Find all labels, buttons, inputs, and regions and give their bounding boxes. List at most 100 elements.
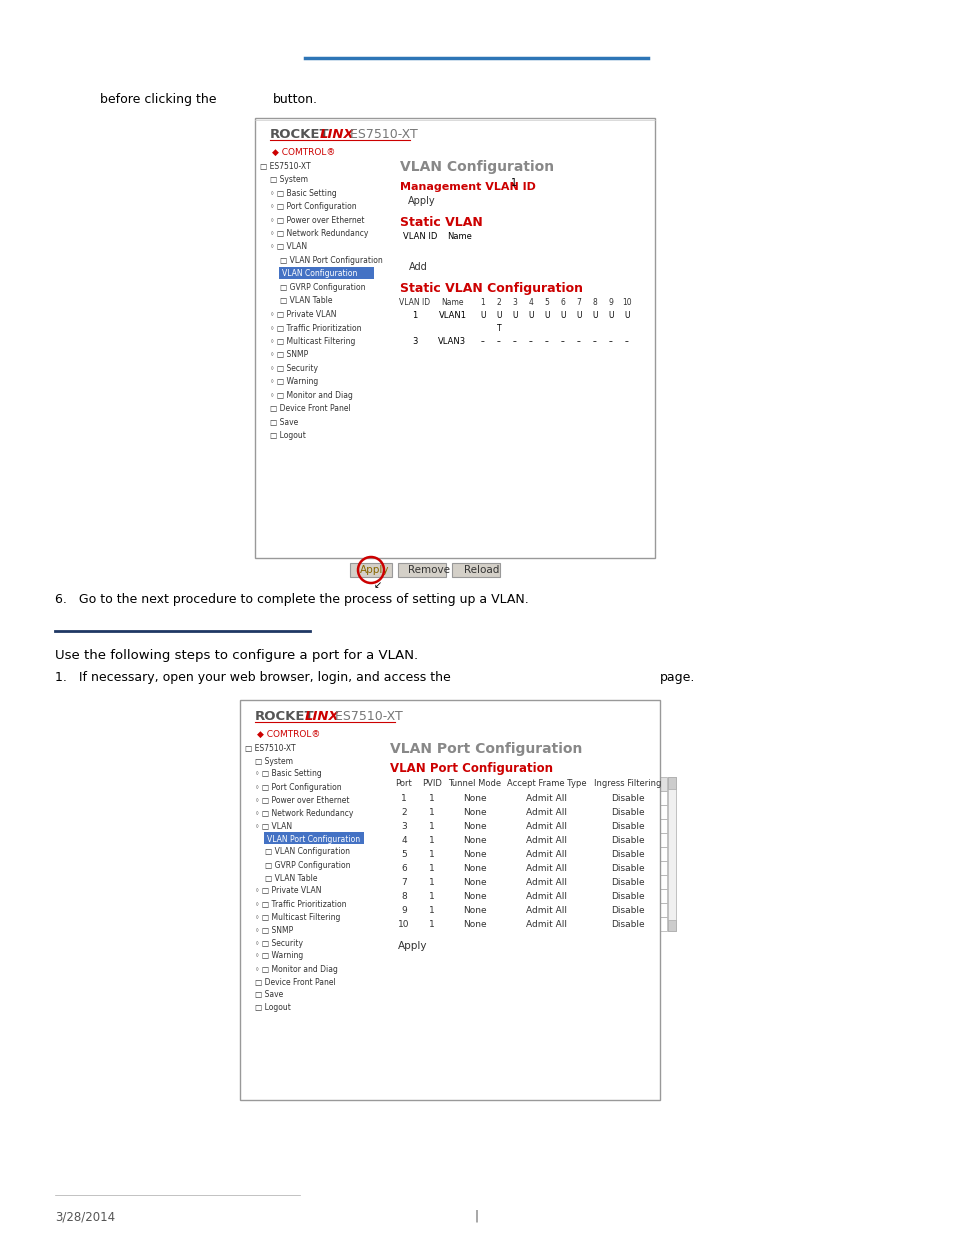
Text: ROCKET: ROCKET [270,128,330,141]
Bar [475,296,491,309]
Text: 6: 6 [400,864,406,873]
Bar [417,777,446,790]
Text: □ VLAN Port Configuration: □ VLAN Port Configuration [280,256,382,266]
Text: □ Logout: □ Logout [270,431,306,441]
Text: □ GVRP Configuration: □ GVRP Configuration [265,861,350,869]
Text: –: – [593,324,597,333]
Bar [446,819,503,832]
Text: Remove: Remove [408,564,450,576]
Text: 1: 1 [429,878,435,887]
Bar [390,777,417,790]
Text: 4: 4 [528,298,533,308]
Text: Management VLAN ID: Management VLAN ID [399,182,536,191]
Text: U: U [559,311,565,320]
Bar [278,267,374,279]
Text: 1: 1 [511,178,517,188]
Bar [254,119,655,558]
Text: button.: button. [273,93,317,106]
Bar [555,296,571,309]
Text: 8: 8 [592,298,597,308]
Bar [667,920,676,931]
Text: Admit All: Admit All [525,836,566,845]
Text: ◦ □ Private VLAN: ◦ □ Private VLAN [254,887,321,895]
Bar [588,903,666,918]
Text: U: U [479,324,485,333]
Text: Apply: Apply [408,196,436,206]
Text: ◦ □ Traffic Prioritization: ◦ □ Traffic Prioritization [270,324,361,332]
Text: Disable: Disable [611,878,644,887]
Bar [399,230,441,242]
Text: Admit All: Admit All [525,864,566,873]
Bar [417,805,446,819]
Text: U: U [576,311,581,320]
Bar [446,847,503,861]
Text: VLAN ID: VLAN ID [402,232,436,241]
Text: 5: 5 [544,298,549,308]
Text: ◦ □ Power over Ethernet: ◦ □ Power over Ethernet [270,215,364,225]
Bar [491,309,506,322]
Bar [390,819,417,832]
Text: □ ES7510-XT: □ ES7510-XT [245,743,295,752]
Text: –: – [529,324,533,333]
Bar [538,309,555,322]
Text: Admit All: Admit All [525,906,566,915]
Text: ◦ □ SNMP: ◦ □ SNMP [270,351,308,359]
Text: LINX: LINX [319,128,355,141]
Bar [588,847,666,861]
Text: Tunnel Mode: Tunnel Mode [448,779,501,788]
Text: 3: 3 [512,298,517,308]
Bar [588,819,666,832]
Bar [571,296,586,309]
Bar [390,876,417,889]
Text: page.: page. [659,671,695,684]
Bar [240,700,659,1100]
Text: –: – [608,324,612,333]
Text: VLAN3: VLAN3 [438,337,466,346]
Text: ◆ COMTROL®: ◆ COMTROL® [272,148,335,157]
Text: VLAN Configuration: VLAN Configuration [282,269,357,279]
Text: None: None [463,808,486,818]
Bar [602,335,618,348]
Bar [588,777,666,790]
Text: ◦ □ VLAN: ◦ □ VLAN [270,242,307,252]
Text: None: None [463,850,486,860]
Bar [636,296,644,417]
Bar [503,832,588,847]
Text: PVID: PVID [421,779,441,788]
Text: 1: 1 [480,298,485,308]
Bar [588,889,666,903]
Bar [397,563,446,577]
Text: Name: Name [441,298,463,308]
Text: Disable: Disable [611,864,644,873]
Text: LINX: LINX [305,710,339,722]
Bar [417,918,446,931]
Text: VLAN1: VLAN1 [438,311,466,320]
Bar [430,309,475,322]
Text: ◦ □ VLAN: ◦ □ VLAN [254,821,292,830]
Text: 1: 1 [429,920,435,929]
Text: None: None [463,836,486,845]
Text: 1: 1 [412,311,417,320]
Text: –: – [544,324,548,333]
Text: □ Save: □ Save [270,417,298,427]
Bar [399,242,441,254]
Bar [446,790,503,805]
Bar [586,322,602,335]
Bar [390,889,417,903]
Text: 1: 1 [429,808,435,818]
Text: Apply: Apply [397,941,427,951]
Text: 1.   If necessary, open your web browser, login, and access the: 1. If necessary, open your web browser, … [55,671,450,684]
Bar [390,847,417,861]
Bar [503,847,588,861]
Text: 9: 9 [400,906,406,915]
Text: 2: 2 [497,298,501,308]
Text: ◦ □ Network Redundancy: ◦ □ Network Redundancy [270,228,368,238]
Bar [586,309,602,322]
Text: ◦ □ Private VLAN: ◦ □ Private VLAN [270,310,336,319]
Bar [430,296,475,309]
Bar [417,889,446,903]
Bar [555,335,571,348]
Text: Admit All: Admit All [525,850,566,860]
Text: 4: 4 [401,836,406,845]
Text: 1: 1 [429,892,435,902]
